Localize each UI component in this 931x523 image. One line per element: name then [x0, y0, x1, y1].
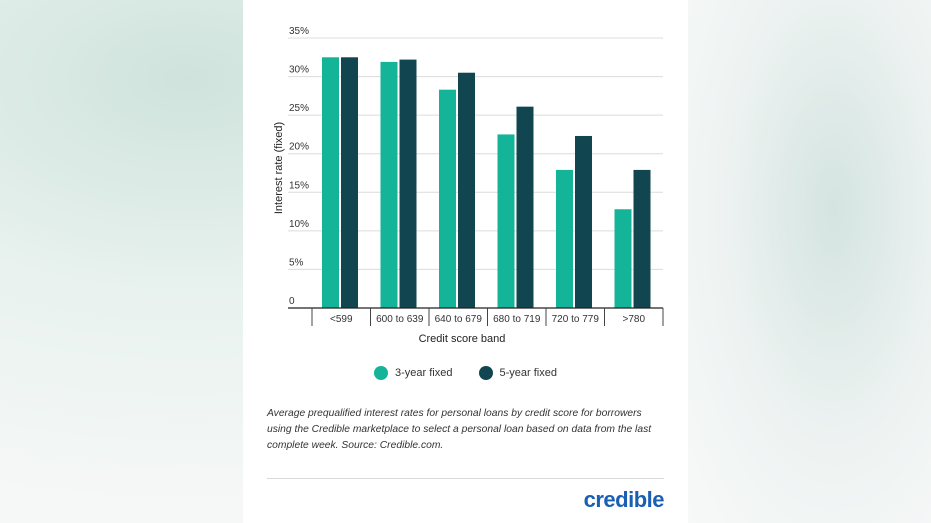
divider [267, 478, 664, 479]
legend-item-5-year: 5-year fixed [478, 366, 557, 380]
legend-swatch-5-year [478, 366, 493, 380]
background-right [688, 0, 931, 523]
y-tick-label: 20% [289, 142, 309, 153]
x-tick-label: 680 to 719 [493, 314, 541, 325]
chart-legend: 3-year fixed 5-year fixed [243, 366, 688, 380]
y-tick-label: 10% [289, 219, 309, 230]
y-axis-title: Interest rate (fixed) [273, 122, 285, 214]
bar-3-year [497, 134, 515, 308]
y-tick-label: 0 [289, 296, 295, 307]
bar-5-year [575, 135, 592, 308]
y-tick-label: 5% [289, 257, 304, 268]
x-tick-label: 720 to 779 [552, 314, 600, 325]
bar-3-year [380, 61, 398, 308]
y-tick-label: 35% [289, 26, 309, 37]
y-tick-label: 15% [289, 180, 309, 191]
bar-5-year [341, 57, 358, 309]
bar-3-year [322, 57, 339, 309]
legend-item-3-year: 3-year fixed [374, 366, 453, 380]
chart-caption: Average prequalified interest rates for … [267, 408, 652, 451]
legend-swatch-3-year [374, 366, 389, 380]
bar-5-year [633, 169, 651, 308]
bar-5-year [399, 59, 417, 308]
bar-3-year [556, 169, 573, 308]
bar-3-year [614, 209, 632, 308]
chart-card: 0 5% 10% 15% 20% 25% 30% 35% <599 600 to 639 640 t… [243, 0, 688, 523]
bar-3-year [439, 89, 456, 308]
bar-5-year [516, 106, 534, 309]
y-tick-label: 30% [289, 65, 309, 76]
x-tick-label: <599 [330, 314, 353, 325]
legend-label-3-year: 3-year fixed [395, 367, 453, 379]
x-tick-label: 600 to 639 [376, 314, 424, 325]
y-tick-label: 25% [289, 103, 309, 114]
bar-chart: 0 5% 10% 15% 20% 25% 30% 35% <599 600 to 639 640 t… [273, 26, 664, 345]
x-tick-label: >780 [622, 314, 645, 325]
x-axis-title: Credit score band [419, 333, 506, 345]
x-tick-label: 640 to 679 [435, 314, 483, 325]
bar-5-year [458, 72, 475, 308]
credible-logo: credible [583, 487, 665, 512]
legend-label-5-year: 5-year fixed [499, 367, 557, 379]
